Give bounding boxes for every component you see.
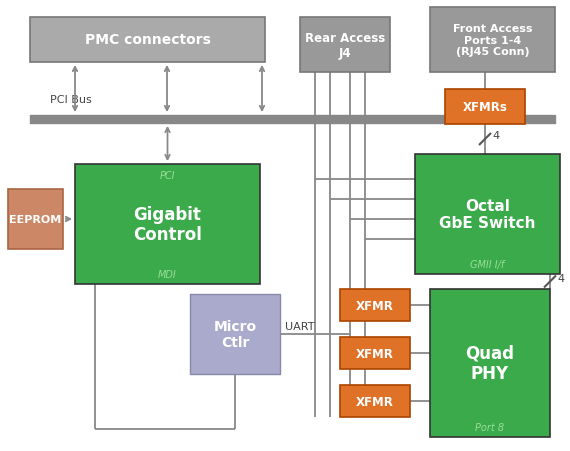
Bar	[8, 189, 63, 249]
Text: Micro
Ctlr: Micro Ctlr	[213, 319, 256, 350]
Text: Front Access
Ports 1-4
(RJ45 Conn): Front Access Ports 1-4 (RJ45 Conn)	[453, 24, 532, 57]
Text: Quad
PHY: Quad PHY	[466, 344, 515, 382]
Text: Octal
GbE Switch: Octal GbE Switch	[439, 198, 536, 231]
Bar	[430, 290, 550, 437]
Text: Gigabit
Control: Gigabit Control	[133, 205, 202, 244]
Bar	[190, 295, 280, 374]
Bar	[75, 165, 260, 285]
Bar	[430, 8, 555, 73]
Bar	[340, 337, 410, 369]
Text: EEPROM: EEPROM	[9, 215, 62, 225]
Text: PMC connectors: PMC connectors	[84, 33, 210, 47]
Text: GMII I/f: GMII I/f	[470, 259, 504, 269]
Text: MDI: MDI	[158, 269, 177, 279]
Bar	[445, 90, 525, 125]
Text: PCI Bus: PCI Bus	[50, 95, 92, 105]
Text: PCI: PCI	[160, 170, 175, 180]
Bar	[340, 290, 410, 321]
Text: XFMR: XFMR	[356, 395, 394, 408]
Text: 4: 4	[557, 273, 564, 283]
Text: XFMR: XFMR	[356, 299, 394, 312]
Bar	[300, 18, 390, 73]
Text: Rear Access
J4: Rear Access J4	[305, 32, 385, 60]
Bar	[415, 155, 560, 274]
Text: Port 8: Port 8	[475, 422, 504, 432]
Bar	[340, 385, 410, 417]
Bar	[30, 18, 265, 63]
Text: XFMRs: XFMRs	[463, 101, 507, 114]
Text: 4: 4	[492, 131, 499, 141]
Text: UART: UART	[285, 321, 315, 331]
Text: XFMR: XFMR	[356, 347, 394, 360]
